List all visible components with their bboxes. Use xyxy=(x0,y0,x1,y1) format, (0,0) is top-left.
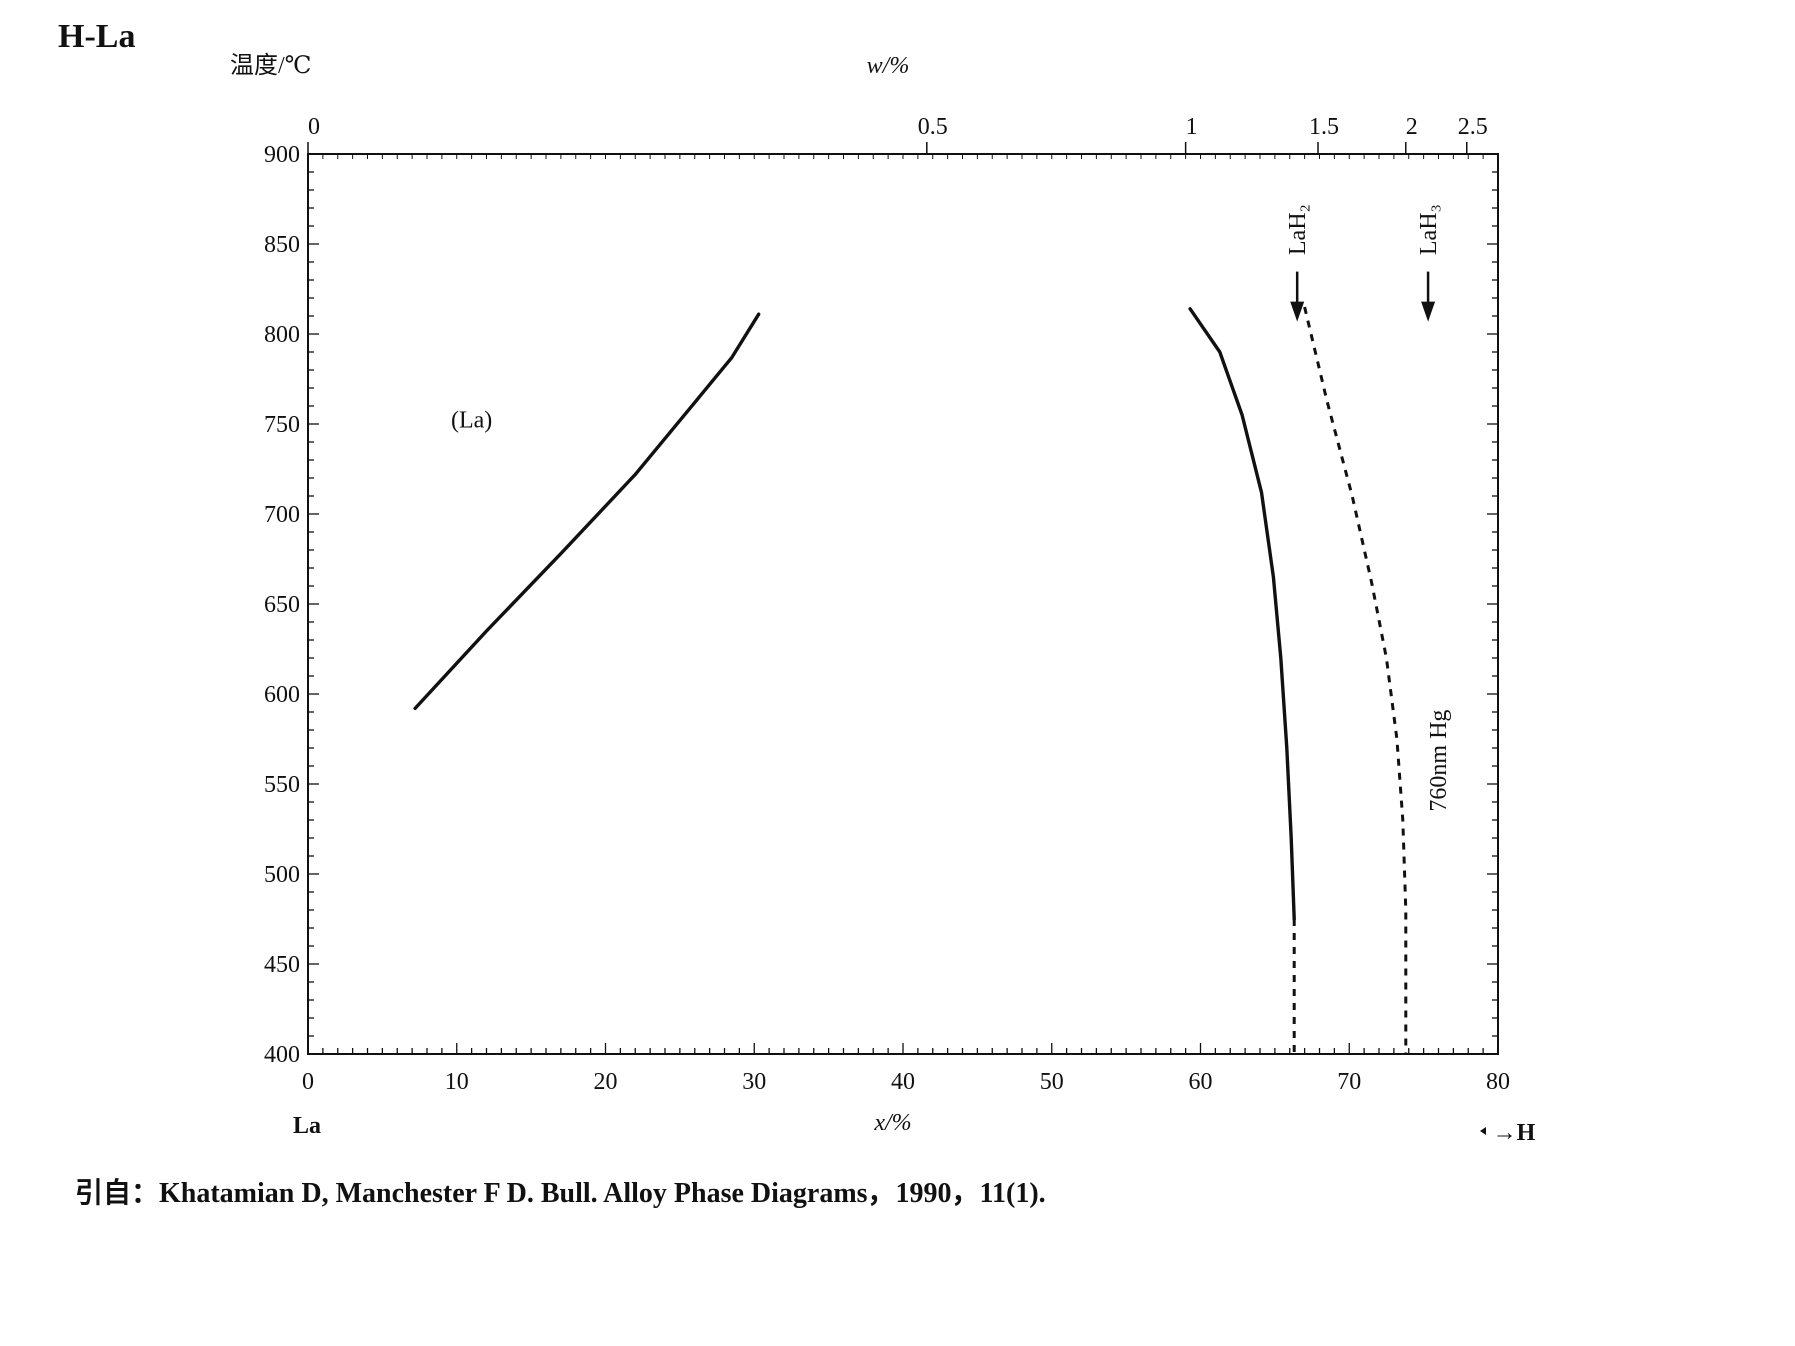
y-tick-label: 500 xyxy=(264,862,300,888)
x-axis-label: x/% xyxy=(873,1110,911,1136)
phase-arrow-annotation: LaH₃ xyxy=(1416,204,1442,322)
phase-arrow-annotation: LaH₂ xyxy=(1285,204,1311,322)
top-tick-label: 0.5 xyxy=(918,114,948,140)
annotations: (La) LaH₂ LaH₃ 760nm Hg xyxy=(451,204,1486,1135)
axis-ticks xyxy=(307,142,1499,1055)
h-arrow-head xyxy=(1480,1127,1486,1135)
y-tick-label: 800 xyxy=(264,322,300,348)
y-tick-label: 850 xyxy=(264,232,300,258)
y-tick-label: 900 xyxy=(264,142,300,168)
y-tick-label: 600 xyxy=(264,682,300,708)
y-tick-label: 400 xyxy=(264,1042,300,1068)
left-component-label: La xyxy=(293,1113,321,1139)
tick-labels: 0 10 20 30 40 50 60 70 8040045050055060065070075… xyxy=(264,114,1510,1095)
top-tick-label: 1 xyxy=(1186,114,1198,140)
x-tick-label: 80 xyxy=(1486,1069,1510,1095)
x-tick-label: 0 xyxy=(302,1069,314,1095)
phase-label: LaH₂ xyxy=(1285,204,1311,255)
solid-phase-boundary xyxy=(1188,307,1296,921)
chart-title: H-La xyxy=(58,18,135,55)
y-axis-label: 温度/℃ xyxy=(230,52,312,79)
x-tick-label: 30 xyxy=(742,1069,766,1095)
top-tick-label: 2.5 xyxy=(1458,114,1488,140)
plot-frame xyxy=(307,153,1499,1055)
pressure-label: 760nm Hg xyxy=(1426,710,1452,812)
phase-label: LaH₃ xyxy=(1416,204,1442,255)
y-tick-label: 550 xyxy=(264,772,300,798)
right-component-label: →H xyxy=(1493,1120,1536,1146)
citation-text: 引自：Khatamian D, Manchester F D. Bull. Al… xyxy=(75,1177,1046,1209)
arrow-head xyxy=(1290,301,1305,322)
top-tick-label: 1.5 xyxy=(1309,114,1339,140)
y-tick-label: 650 xyxy=(264,592,300,618)
arrow-head xyxy=(1421,301,1436,322)
dashed-phase-boundary xyxy=(1303,306,1408,1054)
y-tick-label: 450 xyxy=(264,952,300,978)
top-axis-label: w/% xyxy=(867,53,910,79)
x-tick-label: 20 xyxy=(594,1069,618,1095)
phase-region-label: (La) xyxy=(451,408,492,434)
x-tick-label: 50 xyxy=(1040,1069,1064,1095)
solid-phase-boundary xyxy=(413,312,761,711)
top-tick-label: 0 xyxy=(308,114,320,140)
x-tick-label: 70 xyxy=(1337,1069,1361,1095)
top-tick-label: 2 xyxy=(1406,114,1418,140)
data-series xyxy=(413,306,1408,1054)
y-tick-label: 750 xyxy=(264,412,300,438)
x-tick-label: 10 xyxy=(445,1069,469,1095)
x-tick-label: 40 xyxy=(891,1069,915,1095)
y-tick-label: 700 xyxy=(264,502,300,528)
x-tick-label: 60 xyxy=(1189,1069,1213,1095)
